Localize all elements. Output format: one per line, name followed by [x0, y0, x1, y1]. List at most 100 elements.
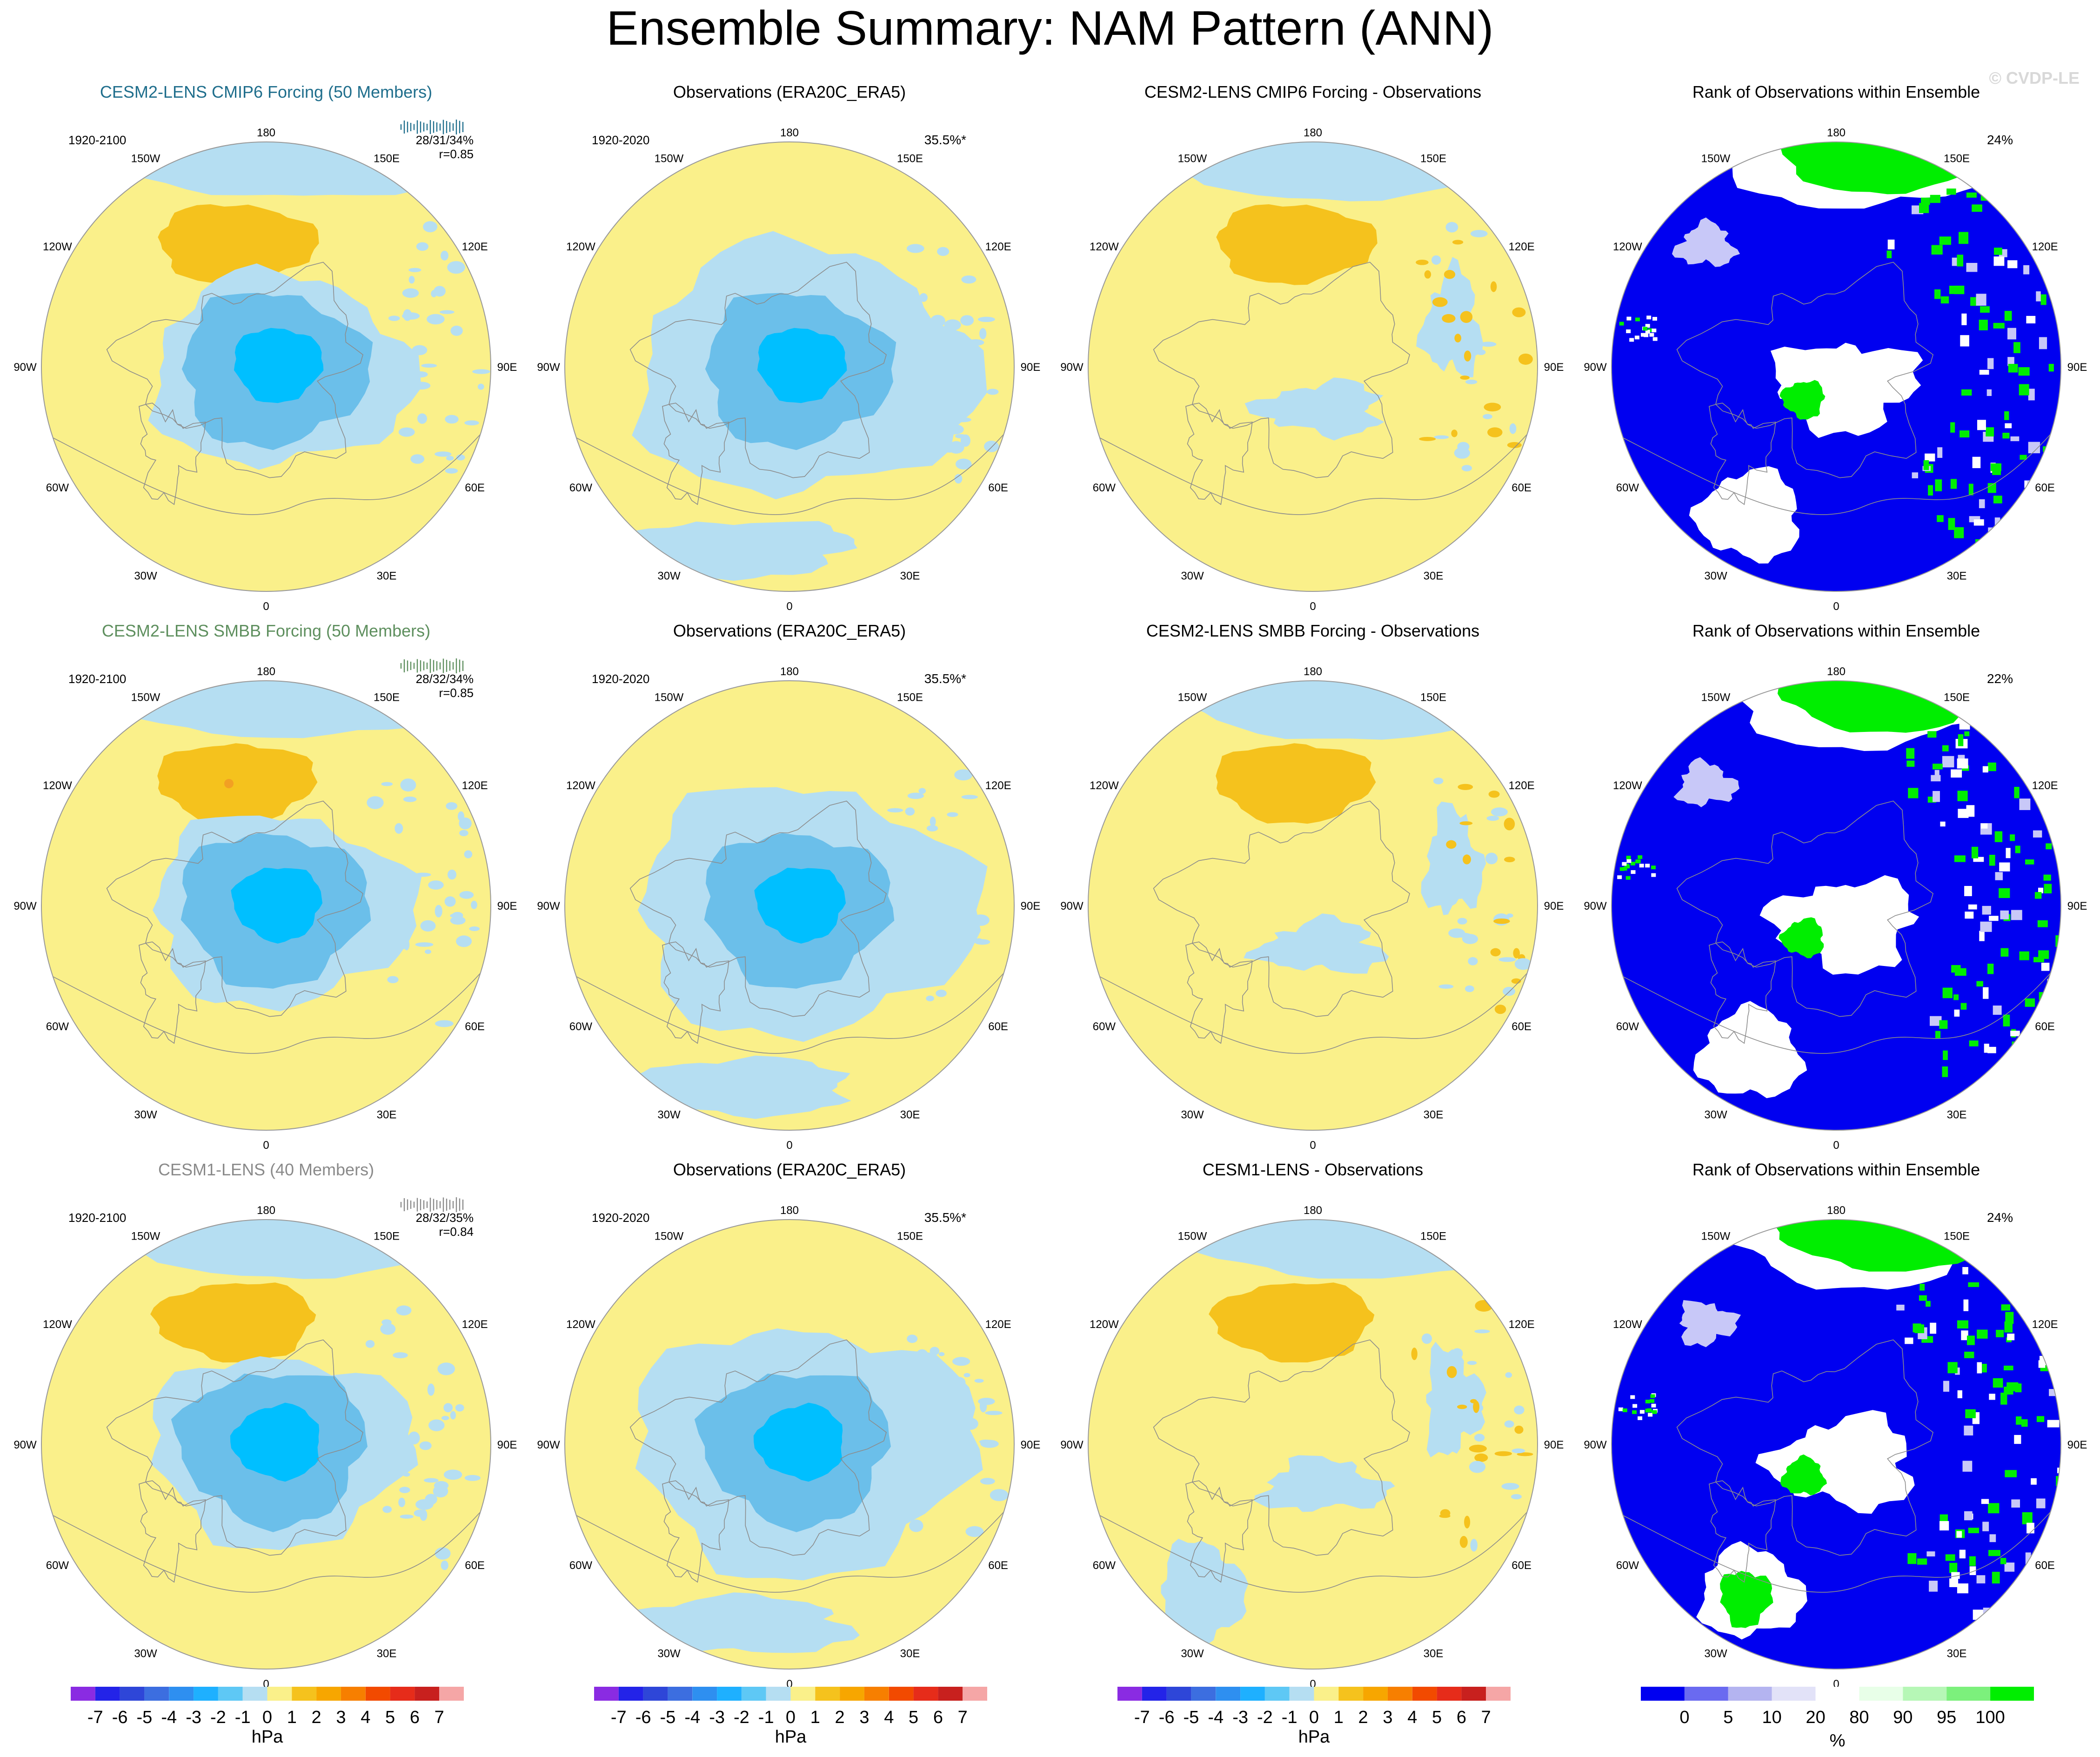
map-border [41, 680, 491, 1131]
anomaly-speckle [978, 1397, 995, 1405]
colorbar-swatch [194, 1687, 218, 1701]
map-panel-r3-c4: Rank of Observations within Ensemble 180 1… [1584, 1160, 2087, 1690]
colorbar-tick-label: 3 [1383, 1708, 1392, 1727]
rank-pixel [1639, 1410, 1645, 1414]
rank-pixel [2048, 364, 2054, 372]
map-panel-r1-c1: CESM2-LENS CMIP6 Forcing (50 Members) 180… [13, 82, 517, 613]
coastline-south [565, 1500, 1014, 1593]
anomaly-speckle [917, 1487, 934, 1498]
anomaly-speckle [1490, 948, 1501, 957]
anomaly-speckle [926, 995, 935, 1001]
anomaly-speckle [457, 811, 465, 821]
anomaly-speckle [425, 1494, 437, 1505]
coastline-south [1612, 422, 2061, 515]
anomaly-speckle [938, 1352, 945, 1356]
colorbar-tick-label: -4 [161, 1708, 177, 1727]
anomaly-speckle [440, 310, 455, 314]
rank-high-southwest [1720, 1571, 1773, 1628]
lon-label: 180 [257, 665, 275, 678]
lon-label: 60W [1093, 482, 1116, 494]
negative-anomaly-patch [1426, 1341, 1486, 1458]
lon-label: 30W [1181, 1648, 1204, 1660]
anomaly-speckle [1457, 918, 1467, 925]
anomaly-speckle [950, 1412, 959, 1425]
colorbar-tick-label: 2 [835, 1708, 845, 1727]
panel-title: CESM2-LENS CMIP6 Forcing - Observations [1144, 82, 1481, 101]
negative-anomaly-core [234, 328, 324, 403]
rank-pixel [1966, 192, 1977, 198]
anomaly-speckle [943, 1452, 957, 1462]
rank-pixel [1886, 250, 1892, 258]
coastline-south [1612, 961, 2061, 1054]
rank-pixel [1999, 862, 2010, 872]
rank-pixel [2025, 859, 2034, 865]
rank-pixel [1993, 1378, 2003, 1388]
lon-label: 30E [1424, 1648, 1444, 1660]
rank-pixel [1648, 328, 1653, 332]
lon-label: 120E [1509, 241, 1535, 253]
rank-pixel [2004, 1321, 2013, 1333]
lon-label: 90E [1544, 1439, 1564, 1451]
lon-label: 0 [786, 1139, 792, 1152]
anomaly-speckle [987, 389, 999, 395]
lon-label: 150W [131, 152, 161, 165]
anomaly-speckle [891, 283, 907, 288]
anomaly-speckle [1444, 270, 1456, 279]
coastline-south [41, 422, 491, 515]
rank-pixel [1964, 1351, 1974, 1358]
colorbar-tick-label: -6 [1159, 1708, 1175, 1727]
rank-pixel [1630, 861, 1635, 865]
rank-pixel [1958, 734, 1964, 746]
positive-background [1088, 142, 1538, 591]
anomaly-speckle [1518, 353, 1533, 365]
period-label: 1920-2100 [68, 133, 126, 147]
lon-label: 30W [1704, 570, 1727, 583]
rank-pixel [1976, 981, 1983, 987]
rank-pixel [1989, 916, 1999, 921]
lon-label: 30W [134, 570, 157, 583]
colorbar-swatch [889, 1687, 914, 1701]
rank-pixel [1619, 867, 1625, 871]
colorbar-swatch [963, 1687, 987, 1701]
rank-pixel [1622, 862, 1627, 866]
colorbar-tick-label: 4 [884, 1708, 894, 1727]
anomaly-speckle [1442, 314, 1456, 323]
anomaly-speckle [437, 1362, 455, 1375]
rank-pixel [1950, 479, 1957, 489]
lon-label: 60E [1511, 482, 1532, 494]
anomaly-speckle [428, 1419, 445, 1431]
lon-label: 90W [537, 361, 560, 374]
lon-label: 120W [43, 1318, 72, 1331]
anomaly-speckle [400, 778, 416, 792]
lon-label: 30E [377, 1109, 397, 1121]
rank-pixel [2005, 423, 2012, 429]
rank-pixel [1987, 1046, 1996, 1053]
lon-label: 60W [1616, 482, 1639, 494]
colorbar-swatch [864, 1687, 889, 1701]
lon-label: 0 [263, 1139, 269, 1152]
anomaly-speckle [944, 446, 955, 453]
anomaly-speckle [980, 1478, 995, 1485]
rank-pixel [1969, 1566, 1976, 1576]
rank-pixel [1992, 1571, 2000, 1584]
lon-label: 60E [988, 1559, 1008, 1572]
colorbar-swatch [1117, 1687, 1142, 1701]
rank-pixel [1935, 479, 1942, 491]
rank-pixel [2010, 834, 2015, 841]
lon-label: 120E [462, 241, 488, 253]
rank-pixel [2010, 436, 2020, 442]
rank-pixel [2036, 1498, 2046, 1509]
rank-pixel [2025, 1552, 2031, 1564]
anomaly-speckle [931, 851, 943, 861]
rank-pixel [2011, 910, 2022, 920]
anomaly-speckle [1483, 414, 1492, 419]
lon-label: 30E [1424, 1109, 1444, 1121]
lon-label: 90W [13, 900, 37, 912]
rank-pixel [1959, 1549, 1966, 1559]
rank-high-patch [1780, 1454, 1827, 1495]
rank-pixel [1939, 236, 1951, 245]
map-panel-r1-c4: Rank of Observations within Ensemble 180 1… [1584, 82, 2087, 613]
colorbar-tick-label: -2 [734, 1708, 749, 1727]
map-panel-r2-c3: CESM2-LENS SMBB Forcing - Observations 18… [1060, 621, 1564, 1152]
rank-pixel [1645, 329, 1650, 334]
